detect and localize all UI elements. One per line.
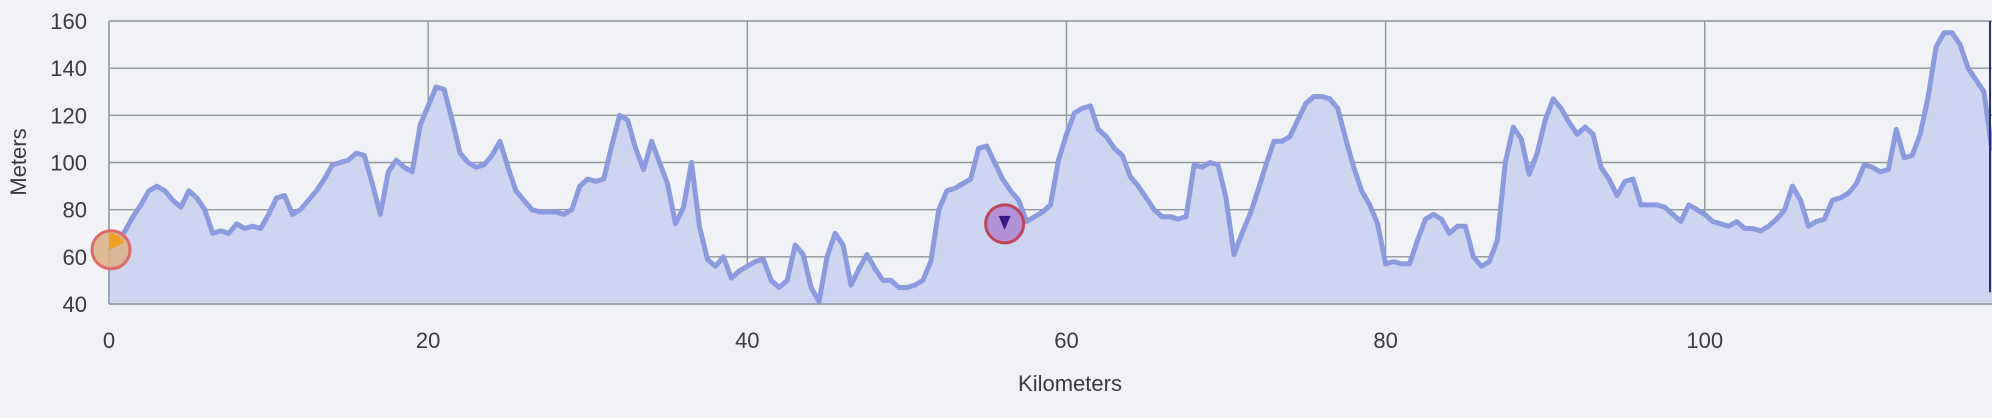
y-tick-label: 80 xyxy=(63,198,87,223)
x-axis-title: Kilometers xyxy=(1018,371,1122,396)
tick-labels: 40 60 80 100 120 140 160 0 20 40 60 80 100 xyxy=(50,9,1723,353)
y-tick-label: 120 xyxy=(50,103,87,128)
x-tick-label: 20 xyxy=(416,328,440,353)
series-area-fill xyxy=(109,32,1992,305)
x-tick-label: 40 xyxy=(735,328,759,353)
start-marker-highlight xyxy=(109,232,124,250)
x-tick-label: 80 xyxy=(1373,328,1397,353)
series-area-layer xyxy=(107,21,1992,305)
x-tick-label: 0 xyxy=(103,328,115,353)
x-tick-label: 100 xyxy=(1686,328,1723,353)
y-tick-label: 60 xyxy=(63,245,87,270)
y-tick-label: 140 xyxy=(50,56,87,81)
position-marker-icon xyxy=(998,215,1011,230)
series-line[interactable] xyxy=(107,30,1992,305)
markers xyxy=(90,203,1026,271)
y-axis-title: Meters xyxy=(6,128,31,195)
y-tick-label: 100 xyxy=(50,151,87,176)
y-tick-label: 40 xyxy=(63,292,87,317)
x-tick-label: 60 xyxy=(1054,328,1078,353)
y-tick-label: 160 xyxy=(50,9,87,34)
